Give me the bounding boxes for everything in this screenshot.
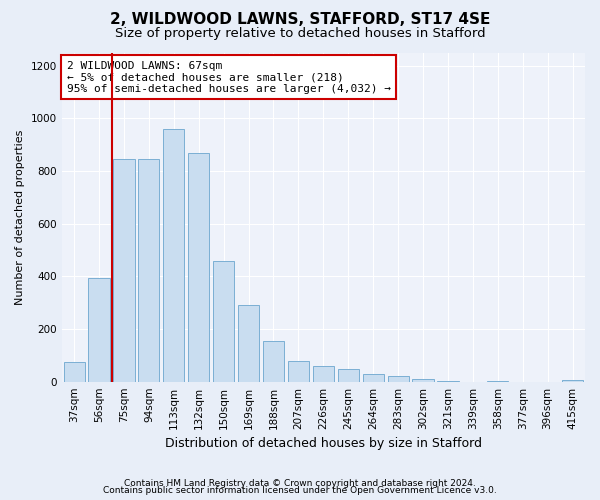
Y-axis label: Number of detached properties: Number of detached properties <box>15 130 25 305</box>
Text: Contains HM Land Registry data © Crown copyright and database right 2024.: Contains HM Land Registry data © Crown c… <box>124 478 476 488</box>
Bar <box>412 379 434 382</box>
Bar <box>138 159 160 382</box>
Text: 2 WILDWOOD LAWNS: 67sqm
← 5% of detached houses are smaller (218)
95% of semi-de: 2 WILDWOOD LAWNS: 67sqm ← 5% of detached… <box>67 60 391 94</box>
Bar <box>113 159 134 382</box>
Bar <box>64 362 85 382</box>
Bar <box>562 380 583 382</box>
Bar <box>437 381 458 382</box>
Bar <box>88 278 110 382</box>
Bar <box>338 368 359 382</box>
Bar <box>362 374 384 382</box>
Bar <box>313 366 334 382</box>
Bar <box>188 152 209 382</box>
Text: 2, WILDWOOD LAWNS, STAFFORD, ST17 4SE: 2, WILDWOOD LAWNS, STAFFORD, ST17 4SE <box>110 12 490 28</box>
Bar <box>288 360 309 382</box>
Bar <box>388 376 409 382</box>
Bar <box>263 341 284 382</box>
Text: Size of property relative to detached houses in Stafford: Size of property relative to detached ho… <box>115 28 485 40</box>
Bar <box>163 129 184 382</box>
Bar <box>238 306 259 382</box>
X-axis label: Distribution of detached houses by size in Stafford: Distribution of detached houses by size … <box>165 437 482 450</box>
Bar <box>487 381 508 382</box>
Text: Contains public sector information licensed under the Open Government Licence v3: Contains public sector information licen… <box>103 486 497 495</box>
Bar <box>213 260 234 382</box>
